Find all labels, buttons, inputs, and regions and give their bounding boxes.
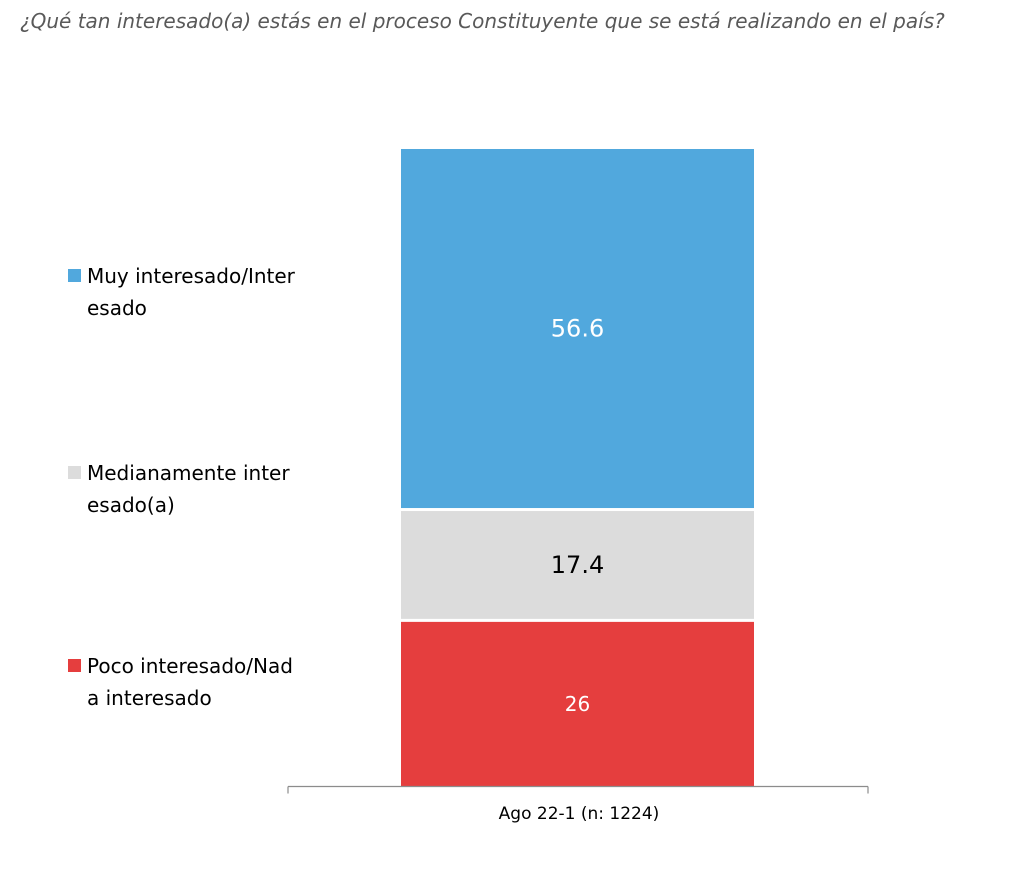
legend-item-poco-nada: Poco interesado/Nada interesado	[68, 650, 298, 714]
legend-swatch-medianamente	[68, 466, 81, 479]
data-label-0: 26	[565, 692, 590, 716]
bar-segment-0	[401, 621, 754, 786]
legend-swatch-poco-nada	[68, 659, 81, 672]
legend-item-muy-interesado: Muy interesado/Interesado	[68, 260, 298, 324]
bar-data-labels: 26 17.4 56.6	[551, 315, 604, 716]
data-label-1: 17.4	[551, 551, 604, 579]
legend-swatch-muy-interesado	[68, 269, 81, 282]
data-label-2: 56.6	[551, 315, 604, 343]
legend-item-medianamente: Medianamente interesado(a)	[68, 457, 298, 521]
legend-label-poco-nada: Poco interesado/Nada interesado	[87, 654, 293, 710]
bar-segments	[401, 149, 754, 786]
x-tick-label: Ago 22-1 (n: 1224)	[498, 804, 660, 824]
legend-label-muy-interesado: Muy interesado/Interesado	[87, 264, 295, 320]
question-title: ¿Qué tan interesado(a) estás en el proce…	[20, 9, 945, 33]
legend-label-medianamente: Medianamente interesado(a)	[87, 461, 290, 517]
x-axis	[287, 785, 869, 794]
bar-segment-2	[401, 149, 754, 509]
bar-segment-1	[401, 511, 754, 619]
